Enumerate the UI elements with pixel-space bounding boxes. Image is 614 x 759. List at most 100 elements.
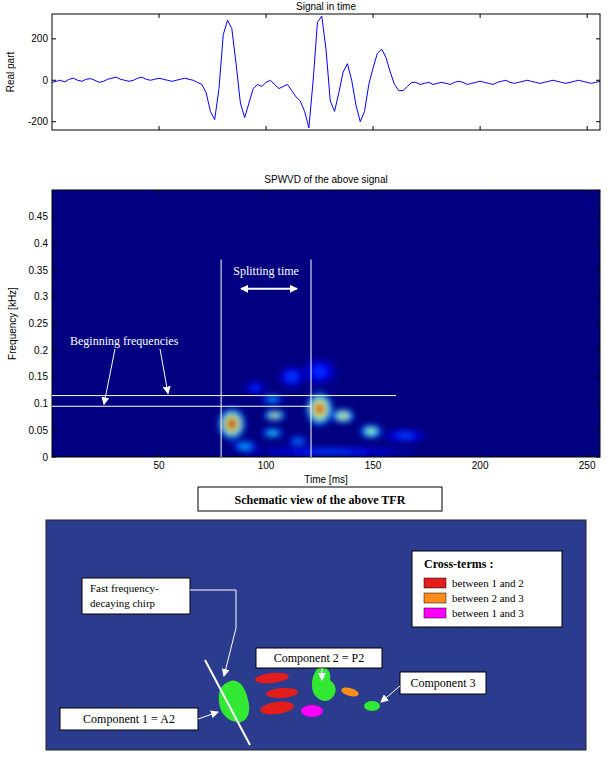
- blob-level: [313, 401, 325, 416]
- blob-level: [310, 397, 328, 420]
- chirp-line: [205, 660, 250, 745]
- legend-swatch: [424, 608, 446, 618]
- blob-level: [360, 425, 381, 438]
- y-tick-label: 0.25: [29, 318, 49, 329]
- legend-swatch: [424, 593, 446, 603]
- blob-level: [226, 417, 238, 431]
- x-tick-label: 250: [579, 460, 596, 471]
- blob-level: [287, 437, 308, 446]
- blob-level: [267, 431, 277, 435]
- blob-level: [262, 429, 283, 438]
- y-tick: [596, 270, 600, 271]
- y-axis-label: Frequency [kHz]: [7, 287, 18, 360]
- y-tick: [52, 430, 56, 431]
- heatmap-blob: [302, 358, 336, 385]
- blob-level: [270, 432, 275, 434]
- x-tick: [480, 14, 481, 18]
- blob-level: [338, 413, 348, 419]
- x-tick: [266, 190, 267, 194]
- y-tick: [52, 350, 56, 351]
- x-tick: [587, 453, 588, 457]
- background: [0, 0, 614, 759]
- heatmap-blob: [279, 366, 305, 387]
- x-tick: [587, 14, 588, 18]
- y-tick: [596, 216, 600, 217]
- blob-level: [248, 383, 263, 392]
- x-tick: [159, 14, 160, 18]
- y-tick-label: 0.3: [34, 291, 48, 302]
- y-tick-label: 0.35: [29, 265, 49, 276]
- blob-level: [289, 450, 371, 454]
- y-tick: [52, 121, 56, 122]
- y-tick: [596, 296, 600, 297]
- blob-level: [253, 386, 258, 389]
- blob-level: [340, 414, 345, 417]
- heatmap-blob: [262, 429, 283, 438]
- y-tick-label: 0.4: [34, 238, 48, 249]
- blob-level: [269, 413, 279, 418]
- blob-level: [363, 427, 378, 436]
- heatmap-blob: [232, 441, 258, 452]
- y-tick: [596, 38, 600, 39]
- y-tick-label: 0.05: [29, 425, 49, 436]
- cross-term-12: [255, 671, 290, 684]
- signal-line: [52, 16, 600, 128]
- x-tick: [159, 453, 160, 457]
- annotation-text: Splitting time: [233, 264, 299, 278]
- y-tick: [52, 38, 56, 39]
- frequency-line: [52, 406, 311, 407]
- annotation-arrow: [104, 349, 115, 404]
- blob-level: [390, 431, 421, 440]
- legend-box: [412, 551, 562, 627]
- cross-term-12: [259, 700, 294, 717]
- plot-data: [52, 190, 600, 457]
- x-tick: [373, 453, 374, 457]
- chirp-bracket: [190, 590, 236, 628]
- component-label: Component 2 = P2: [274, 651, 364, 665]
- heatmap-blob: [219, 409, 245, 439]
- y-tick-label: 0.15: [29, 371, 49, 382]
- y-tick-label: -200: [28, 116, 48, 127]
- chirp-label: Fast frequency-: [90, 582, 159, 594]
- x-tick: [587, 190, 588, 194]
- heatmap-blob: [332, 409, 353, 422]
- component-arrow: [381, 686, 400, 702]
- blob-level: [332, 409, 353, 422]
- x-axis-label: Time [ms]: [304, 474, 348, 485]
- frequency-line: [52, 395, 396, 396]
- y-tick: [52, 403, 56, 404]
- y-tick-label: 200: [31, 33, 48, 44]
- schematic-title: Schematic view of the above TFR: [235, 493, 406, 507]
- plot-area: [52, 14, 600, 130]
- blob-level: [316, 405, 322, 413]
- y-tick: [52, 296, 56, 297]
- x-tick-label: 150: [365, 460, 382, 471]
- legend-swatch: [424, 578, 446, 588]
- blob-level: [290, 438, 305, 444]
- x-tick: [480, 453, 481, 457]
- y-tick: [596, 350, 600, 351]
- chart-title: Signal in time: [296, 1, 356, 12]
- blob-level: [270, 398, 275, 400]
- x-tick: [266, 126, 267, 130]
- splitting-arrow: [241, 288, 297, 290]
- heatmap-blob: [384, 429, 427, 442]
- blob-level: [232, 441, 258, 452]
- blob-level: [400, 434, 411, 437]
- blob-level: [245, 381, 266, 394]
- blob-level: [267, 397, 277, 401]
- chirp-arrow: [224, 628, 236, 676]
- figure: -2000200Signal in timeReal part501001502…: [0, 0, 614, 759]
- heatmap-blob: [245, 447, 416, 456]
- legend-label: between 1 and 3: [452, 607, 524, 619]
- y-tick: [52, 323, 56, 324]
- y-axis-label: Real part: [5, 51, 16, 92]
- x-tick: [373, 190, 374, 194]
- y-tick-label: 0.1: [34, 398, 48, 409]
- blob-level: [229, 420, 235, 427]
- x-tick: [587, 126, 588, 130]
- component-label: Component 1 = A2: [83, 712, 175, 726]
- annotation-arrow: [160, 349, 168, 394]
- blob-level: [241, 445, 247, 448]
- blob-level: [335, 411, 350, 420]
